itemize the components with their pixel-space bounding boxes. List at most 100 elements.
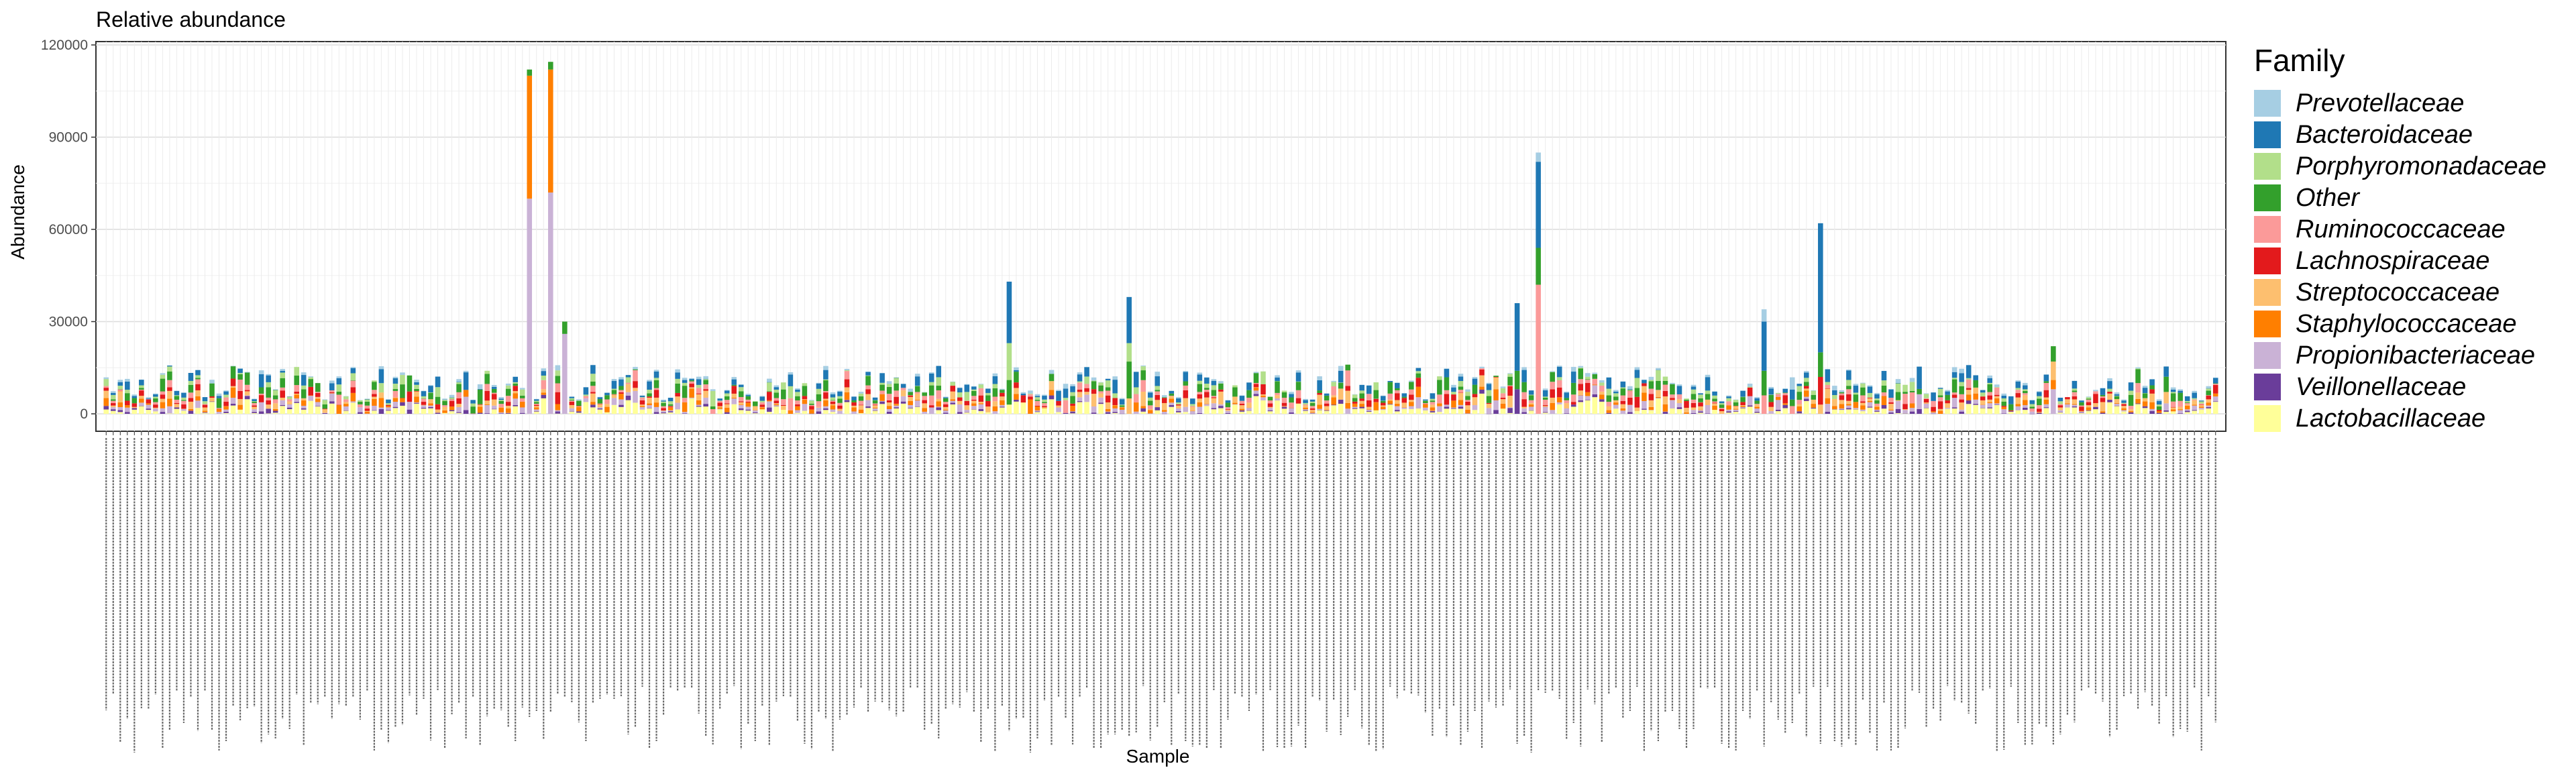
bar-segment bbox=[1395, 393, 1400, 400]
bar-segment bbox=[160, 402, 166, 408]
bar-segment bbox=[1931, 411, 1936, 412]
bar-segment bbox=[2072, 388, 2078, 391]
bar-segment bbox=[1698, 398, 1703, 402]
bar-segment bbox=[1161, 397, 1167, 398]
bar-segment bbox=[1183, 406, 1189, 412]
bar-segment bbox=[167, 366, 172, 372]
bar-segment bbox=[449, 406, 455, 410]
bar-segment bbox=[950, 382, 956, 386]
bar-segment bbox=[117, 390, 123, 392]
bar-segment bbox=[2156, 411, 2162, 413]
bar-segment bbox=[1945, 394, 1950, 400]
bar-segment bbox=[1169, 390, 1175, 394]
bar-segment bbox=[753, 410, 758, 412]
bar-segment bbox=[1973, 404, 1978, 405]
bar-segment bbox=[1034, 410, 1040, 412]
bar-segment bbox=[1860, 411, 1866, 414]
bar-segment bbox=[717, 400, 722, 401]
bar-segment bbox=[1803, 400, 1809, 414]
bar-segment bbox=[1578, 394, 1584, 396]
bar-segment bbox=[1761, 321, 1767, 371]
bar-segment bbox=[209, 402, 215, 414]
bar-segment bbox=[653, 370, 659, 372]
bar-segment bbox=[1698, 411, 1703, 413]
bar-segment bbox=[272, 403, 278, 409]
bar-segment bbox=[978, 404, 984, 410]
bar-segment bbox=[2072, 404, 2078, 406]
bar-segment bbox=[2015, 390, 2021, 394]
bar-segment bbox=[865, 408, 871, 414]
bar-segment bbox=[1542, 406, 1548, 412]
bar-segment bbox=[900, 401, 906, 404]
bar-segment bbox=[1839, 395, 1845, 400]
bar-segment bbox=[237, 404, 243, 410]
bar-segment bbox=[386, 406, 391, 408]
bar-segment bbox=[1458, 374, 1464, 377]
bar-segment bbox=[266, 404, 271, 409]
bar-segment bbox=[1874, 398, 1880, 400]
bar-segment bbox=[724, 404, 730, 408]
bar-segment bbox=[1895, 379, 1901, 383]
bar-segment bbox=[1712, 402, 1717, 404]
bar-segment bbox=[2086, 402, 2092, 406]
bar-segment bbox=[1000, 390, 1005, 393]
bar-segment bbox=[1049, 370, 1055, 374]
bar-segment bbox=[745, 396, 751, 400]
bar-segment bbox=[667, 411, 674, 412]
bar-segment bbox=[400, 375, 405, 385]
bar-segment bbox=[1973, 404, 1978, 414]
bar-segment bbox=[1564, 400, 1569, 404]
bar-segment bbox=[1119, 398, 1125, 400]
bar-segment bbox=[957, 397, 963, 401]
bar-segment bbox=[216, 412, 222, 414]
bar-segment bbox=[146, 404, 152, 409]
bar-segment bbox=[1253, 390, 1259, 394]
bar-segment bbox=[1112, 408, 1118, 412]
bar-segment bbox=[2023, 410, 2028, 414]
bar-segment bbox=[2212, 385, 2218, 394]
bar-segment bbox=[1839, 408, 1845, 410]
bar-segment bbox=[950, 399, 956, 401]
bar-segment bbox=[286, 407, 292, 410]
bar-segment bbox=[773, 404, 780, 406]
bar-segment bbox=[1260, 371, 1266, 384]
bar-segment bbox=[590, 374, 596, 382]
bar-segment bbox=[202, 412, 208, 414]
bar-segment bbox=[1564, 408, 1569, 414]
bar-segment bbox=[576, 406, 582, 407]
bar-segment bbox=[181, 408, 186, 411]
bar-segment bbox=[809, 409, 814, 414]
bar-segment bbox=[1275, 398, 1280, 401]
bar-segment bbox=[1684, 412, 1689, 414]
bar-segment bbox=[1338, 399, 1344, 404]
bar-segment bbox=[329, 403, 335, 414]
bar-segment bbox=[1818, 352, 1823, 377]
bar-segment bbox=[1028, 399, 1033, 414]
bar-segment bbox=[1430, 402, 1436, 405]
bar-segment bbox=[569, 401, 575, 405]
bar-segment bbox=[894, 407, 899, 408]
bar-segment bbox=[971, 409, 977, 410]
bar-segment bbox=[2206, 390, 2212, 396]
bar-segment bbox=[1225, 402, 1231, 408]
bar-segment bbox=[1613, 404, 1619, 409]
bar-segment bbox=[1190, 407, 1195, 411]
bar-segment bbox=[2100, 394, 2106, 396]
bar-segment bbox=[258, 374, 264, 388]
bar-segment bbox=[985, 412, 991, 414]
bar-segment bbox=[710, 406, 716, 410]
bar-segment bbox=[2142, 386, 2148, 388]
bar-segment bbox=[1656, 380, 1661, 390]
bar-segment bbox=[1980, 400, 1986, 405]
bar-segment bbox=[1585, 383, 1591, 392]
bar-segment bbox=[153, 404, 158, 408]
bar-segment bbox=[837, 392, 843, 396]
bar-segment bbox=[139, 398, 144, 403]
bar-segment bbox=[513, 393, 519, 399]
bar-segment bbox=[886, 406, 892, 409]
bar-segment bbox=[477, 388, 483, 390]
bar-segment bbox=[1811, 390, 1817, 395]
bar-segment bbox=[449, 398, 455, 401]
bar-segment bbox=[533, 409, 539, 411]
bar-segment bbox=[491, 408, 497, 410]
